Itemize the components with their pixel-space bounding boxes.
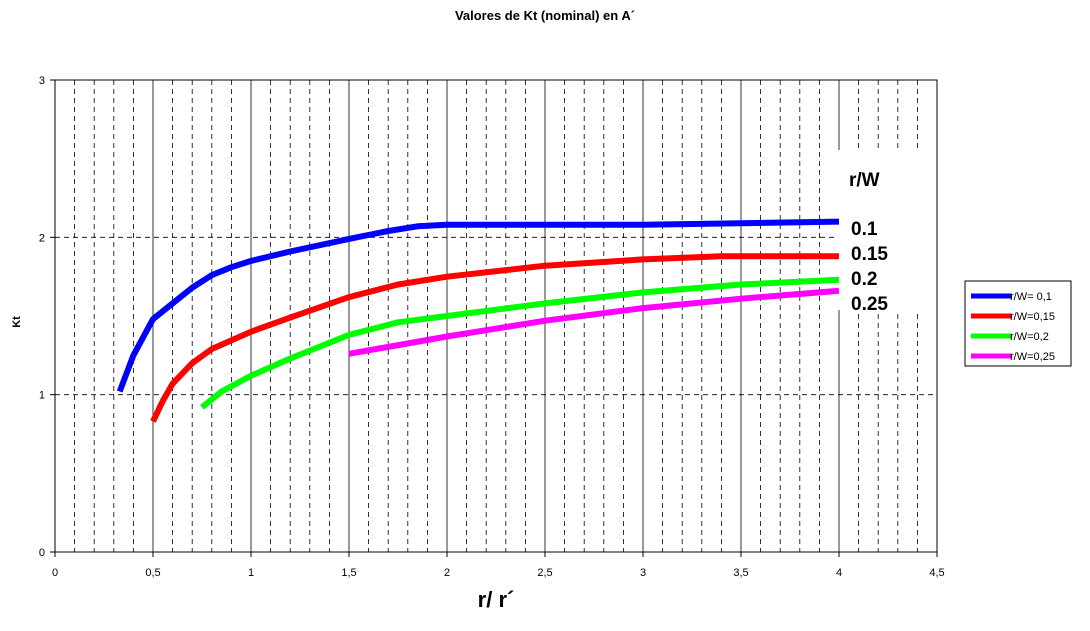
legend: r/W= 0,1 r/W=0,15 r/W=0,2 r/W=0,25 <box>964 280 1072 367</box>
x-tick-labels: 0 0,5 1 1,5 2 2,5 3 3,5 4 4,5 <box>52 552 945 579</box>
x-tick-label: 3 <box>640 567 646 579</box>
x-tick-label: 1 <box>248 567 254 579</box>
legend-label: r/W=0,15 <box>1010 311 1055 323</box>
legend-label: r/W= 0,1 <box>1010 291 1052 303</box>
y-tick-label: 0 <box>39 547 45 559</box>
x-tick-label: 4,5 <box>929 567 944 579</box>
y-axis-label: Kt <box>11 316 23 328</box>
x-tick-label: 2,5 <box>537 567 552 579</box>
annotation-r-w: r/W <box>849 170 880 191</box>
annotation-0-2: 0.2 <box>851 269 877 290</box>
x-tick-label: 4 <box>836 567 842 579</box>
annotation-0-15: 0.15 <box>851 244 888 265</box>
chart-title: Valores de Kt (nominal) en A´ <box>455 8 635 23</box>
x-tick-label: 1,5 <box>341 567 356 579</box>
annotation-0-25: 0.25 <box>851 294 888 315</box>
y-tick-labels: 0 1 2 3 <box>39 75 55 559</box>
x-tick-label: 3,5 <box>733 567 748 579</box>
annotation-0-1: 0.1 <box>851 219 878 240</box>
major-grid <box>55 80 937 552</box>
series-line-4 <box>348 287 840 357</box>
annotation-background <box>836 150 936 310</box>
y-tick-label: 2 <box>39 232 45 244</box>
x-tick-label: 0,5 <box>145 567 160 579</box>
x-tick-label: 2 <box>444 567 450 579</box>
x-axis-label: r/ r´ <box>478 587 515 612</box>
minor-grid <box>74 80 918 552</box>
series-line-3 <box>200 276 840 410</box>
series-layer <box>116 218 840 423</box>
legend-label: r/W=0,2 <box>1010 331 1049 343</box>
x-tick-label: 0 <box>52 567 58 579</box>
plot-area-frame <box>54 79 938 553</box>
series-line-1 <box>116 218 840 393</box>
series-line-2 <box>150 253 839 423</box>
legend-label: r/W=0,25 <box>1010 351 1055 363</box>
axes <box>54 80 937 553</box>
y-tick-label: 3 <box>39 75 45 87</box>
y-tick-label: 1 <box>39 390 45 402</box>
